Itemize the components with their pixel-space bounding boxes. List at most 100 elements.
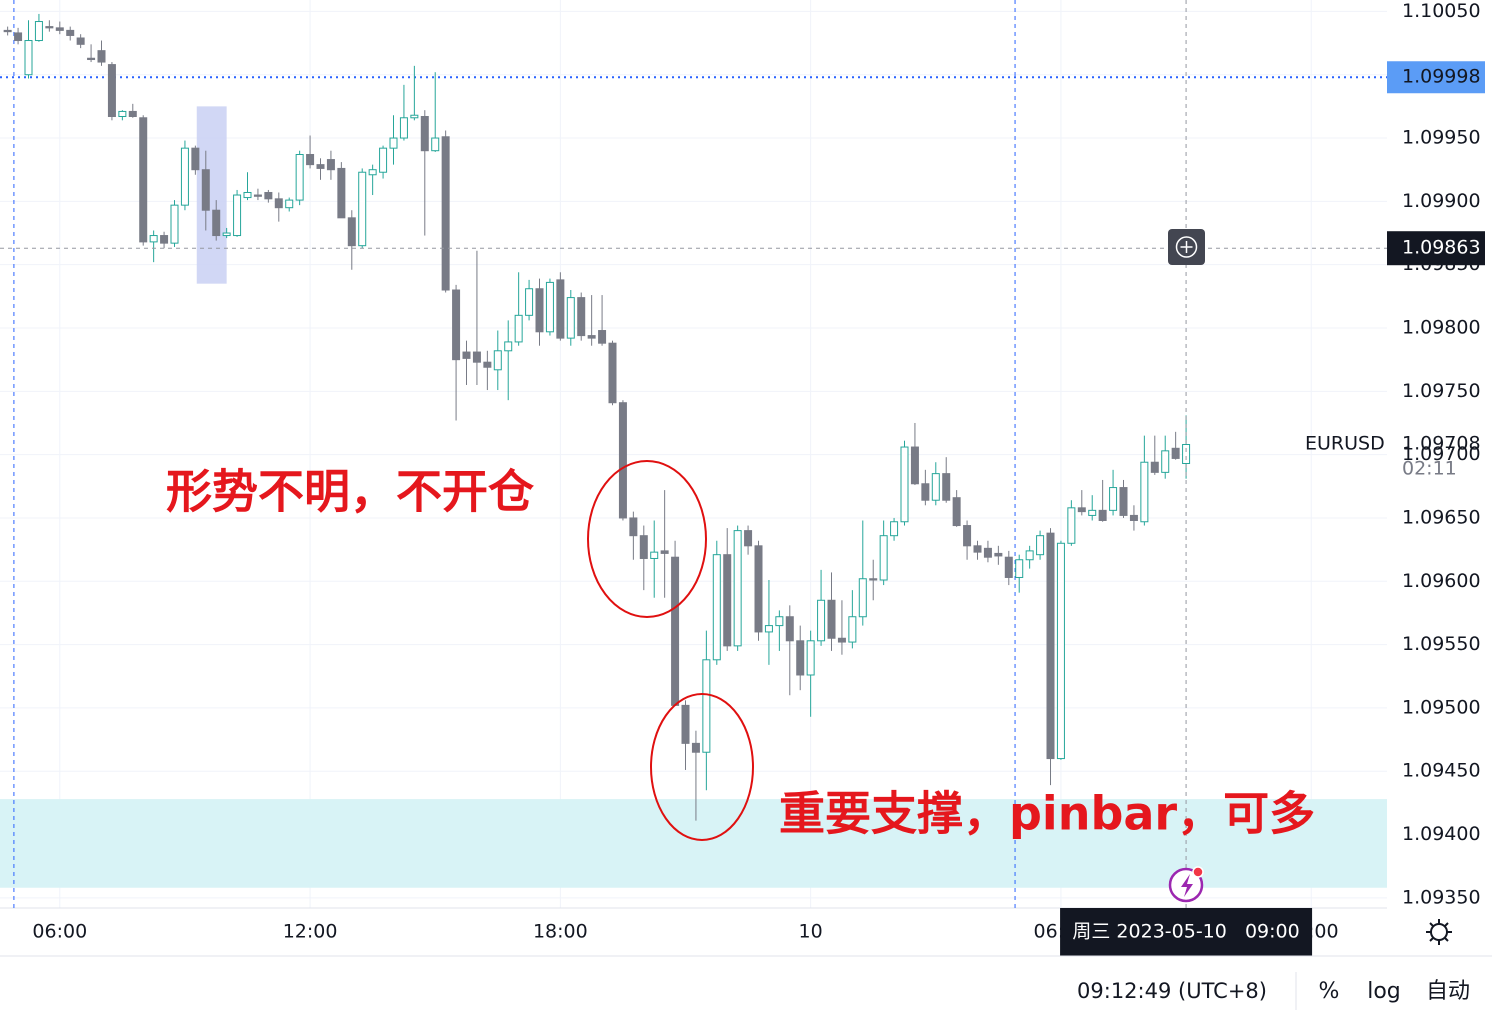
candle-body: [1088, 509, 1097, 516]
candle-body: [775, 616, 784, 627]
log-button[interactable]: log: [1367, 979, 1401, 1004]
candle-body: [764, 625, 773, 633]
auto-button[interactable]: 自动: [1426, 979, 1470, 1004]
settings-icon[interactable]: [1426, 919, 1452, 945]
y-tick-label: 1.09350: [1402, 886, 1481, 908]
candle-body: [671, 556, 680, 706]
annotation-text: 形势不明，不开仓: [166, 465, 535, 519]
candle-body: [160, 235, 169, 244]
candle-body: [879, 535, 888, 581]
alert-dot: [1192, 866, 1204, 878]
candle-body: [1025, 550, 1034, 561]
candle-body: [900, 446, 909, 523]
candle-body: [796, 640, 805, 676]
candle-body: [712, 554, 721, 661]
candle-body: [379, 147, 388, 173]
support-zone: [0, 799, 1387, 888]
y-tick-label: 1.10050: [1402, 0, 1481, 22]
candle-body: [222, 232, 231, 237]
candle-body: [34, 21, 43, 42]
candle-body: [754, 545, 763, 633]
y-tick-label: 1.09400: [1402, 823, 1481, 845]
y-tick-label: 1.09750: [1402, 380, 1481, 402]
candle-body: [1098, 509, 1107, 521]
plus-icon[interactable]: [1180, 241, 1193, 253]
candle-body: [869, 578, 878, 581]
settings-button[interactable]: [1426, 919, 1452, 945]
candle-body: [191, 147, 200, 171]
candle-body: [107, 64, 116, 118]
plus-button[interactable]: [1168, 229, 1205, 265]
candle-body: [66, 29, 75, 36]
candle-body: [942, 473, 951, 501]
candle-body: [910, 446, 919, 485]
candle-body: [76, 37, 85, 45]
candle-body: [170, 204, 179, 244]
candle-body: [890, 521, 899, 537]
candle-body: [556, 279, 565, 339]
candle-body: [462, 351, 471, 359]
candle-body: [45, 26, 54, 29]
candle-body: [837, 637, 846, 643]
candle-body: [817, 599, 826, 642]
candle-body: [639, 535, 648, 559]
candle-body: [233, 194, 242, 237]
candle-body: [1109, 487, 1118, 511]
highlight-box: [196, 106, 227, 284]
candle-body: [514, 314, 523, 343]
candle-body: [274, 198, 283, 209]
crosshair-time-box: [1060, 908, 1313, 956]
candle-body: [504, 341, 513, 352]
candle-body: [545, 281, 554, 333]
hline-price-label: 1.09998: [1402, 66, 1481, 88]
candle-body: [431, 137, 440, 152]
overlay-layer: 形势不明，不开仓 重要支撑，pinbar，可多 EURUSD 1.09708 0…: [0, 229, 1492, 1010]
candle-body: [1046, 532, 1055, 760]
candle-body: [368, 169, 377, 176]
annotation-circle: [650, 693, 754, 841]
candle-body: [358, 171, 367, 247]
candle-body: [97, 50, 106, 63]
y-tick-label: 1.09600: [1402, 570, 1481, 592]
candle-body: [983, 547, 992, 558]
candle-body: [441, 136, 450, 291]
candle-body: [921, 483, 930, 501]
candle-body: [618, 402, 627, 519]
candle-body: [806, 640, 815, 676]
candle-body: [1067, 507, 1076, 544]
candle-body: [410, 114, 419, 119]
candle-body: [1004, 556, 1013, 578]
candle-body: [577, 297, 586, 337]
candle-body: [535, 288, 544, 333]
candle-body: [1182, 444, 1191, 464]
candle-body: [660, 550, 669, 554]
candle-body: [24, 40, 33, 76]
alert-icon[interactable]: [1168, 866, 1204, 903]
candle-body: [87, 57, 96, 61]
y-tick-label: 1.09700: [1402, 443, 1481, 465]
y-tick-label: 1.09450: [1402, 760, 1481, 782]
candle-body: [306, 153, 315, 166]
x-tick-label: 06:00: [32, 921, 87, 943]
candle-body: [931, 473, 940, 501]
candle-body: [1036, 535, 1045, 556]
y-tick-label: 1.09500: [1402, 696, 1481, 718]
candle-body: [139, 117, 148, 243]
plus-icon[interactable]: [1175, 236, 1198, 258]
alert-icon-bolt[interactable]: [1181, 874, 1193, 897]
crosshair-time-label: 周三 2023-05-10 09:00: [1072, 921, 1299, 943]
candle-body: [1119, 487, 1128, 516]
clock[interactable]: 09:12:49 (UTC+8): [1077, 979, 1267, 1003]
percent-button[interactable]: %: [1319, 979, 1340, 1004]
candle-body: [723, 554, 732, 647]
x-tick-label: 12:00: [283, 921, 338, 943]
candle-body: [3, 29, 12, 33]
candle-body: [180, 147, 189, 206]
y-tick-label: 1.09950: [1402, 127, 1481, 149]
candle-body: [118, 110, 127, 118]
candle-body: [525, 288, 534, 316]
candle-body: [973, 545, 982, 553]
candle-body: [212, 209, 221, 237]
candle-body: [389, 137, 398, 149]
